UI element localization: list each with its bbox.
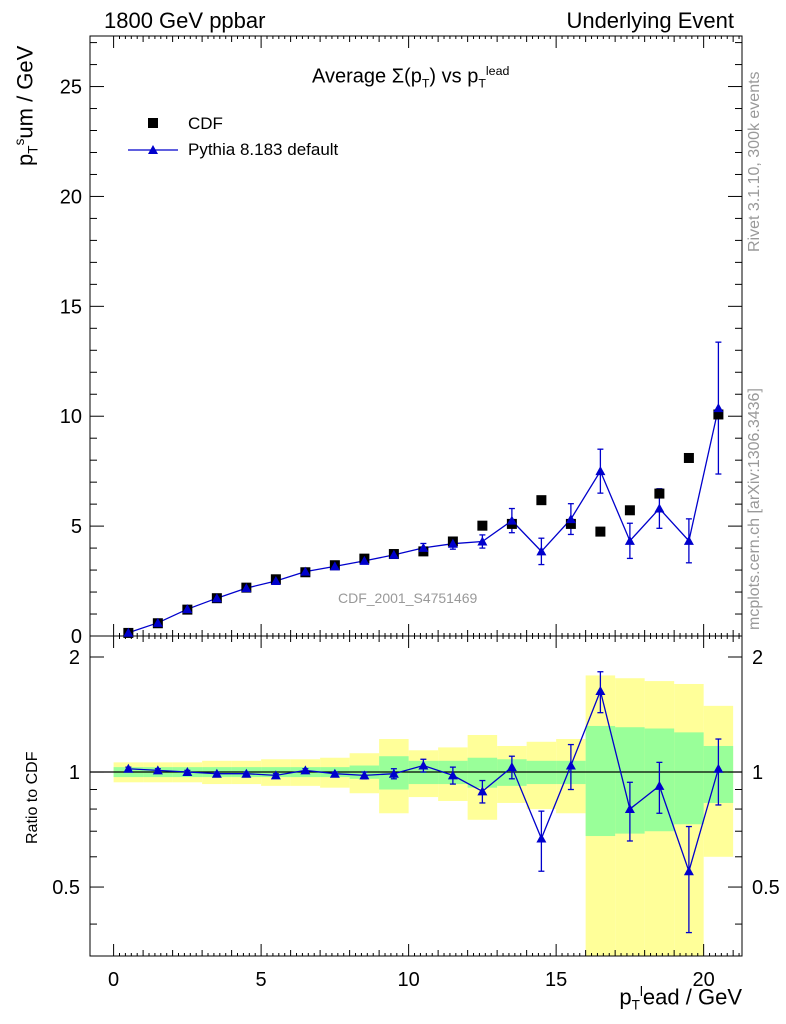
mcplots-label: mcplots.cern.ch [arXiv:1306.3436] [746,388,763,630]
y-axis-label-ratio: Ratio to CDF [24,751,41,844]
mc-point-ratio-14 [536,833,547,843]
mc-point-top-5 [270,576,281,586]
mc-point-ratio-4 [241,768,252,778]
cdf-point-12 [477,520,488,531]
ratio-y-tick-label-left-1: 1 [69,762,80,784]
x-tick-label-15: 15 [545,969,567,991]
cdf-point-18 [654,488,665,499]
mc-point-top-4 [241,583,252,593]
mc-point-top-10 [418,542,429,552]
title-sub1: T [421,76,430,91]
ratio-y-tick-label-right-0.5: 0.5 [752,877,780,899]
legend-pythia-label: Pythia 8.183 default [188,140,339,159]
ylabel-p: p [12,153,38,166]
mc-point-top-8 [359,555,370,565]
mc-point-ratio-0 [123,763,134,773]
cdf-point-15 [565,518,576,529]
mc-point-top-6 [300,566,311,576]
chart-title: Average Σ(pT) vs pTlead [312,64,509,91]
mc-point-top-20 [713,403,724,413]
mc-point-ratio-17 [624,804,635,814]
mc-point-ratio-19 [683,866,694,876]
mc-point-ratio-10 [418,760,429,770]
x-axis-label: pTlead / GeV [619,984,742,1013]
cdf-point-17 [624,505,635,516]
xlabel-sub: T [631,997,640,1013]
legend-cdf-marker [148,118,158,128]
y-tick-label-top-20: 20 [60,186,82,208]
mc-point-top-1 [152,617,163,627]
title-main: Average [312,65,392,88]
ratio-y-tick-label-right-2: 2 [752,647,763,669]
mc-point-ratio-7 [329,768,340,778]
mc-point-top-7 [329,561,340,571]
cdf-point-19 [683,452,694,463]
title-sub2: T [478,76,486,91]
mc-point-top-2 [182,604,193,614]
mc-point-ratio-5 [270,770,281,780]
header-right: Underlying Event [566,8,734,33]
mc-point-ratio-15 [565,760,576,770]
ratio-panel-frame [89,635,743,957]
y-tick-label-top-15: 15 [60,296,82,318]
mc-point-top-15 [565,514,576,524]
band-inner-19 [674,732,704,825]
mc-point-top-0 [123,627,134,637]
ylabel-rest: um / GeV [12,45,38,139]
xlabel-rest: ead / GeV [642,984,742,1010]
mc-point-ratio-8 [359,770,370,780]
band-inner-16 [585,725,616,837]
legend-mc-marker [148,145,158,154]
mc-point-ratio-1 [152,765,163,775]
title-vs: vs p [436,65,479,88]
mc-point-top-3 [211,593,222,603]
mc-point-top-18 [654,503,665,513]
x-tick-label-5: 5 [256,969,267,991]
mc-point-top-17 [624,535,635,545]
legend-cdf-label: CDF [188,114,223,133]
mc-point-top-9 [388,549,399,559]
ylabel-sup: s [12,138,27,146]
y-tick-label-top-0: 0 [71,626,82,648]
x-tick-label-20: 20 [693,969,715,991]
ylabel-sub: T [25,145,41,154]
mc-point-top-13 [506,515,517,525]
cdf-point-16 [595,526,606,537]
ratio-y-tick-label-left-2: 2 [69,647,80,669]
mc-point-top-14 [536,546,547,556]
xlabel-p: p [619,984,632,1010]
header-left: 1800 GeV ppbar [104,8,266,33]
rivet-label: Rivet 3.1.10, 300k events [746,71,763,252]
mc-point-ratio-16 [595,685,606,695]
y-tick-label-top-25: 25 [60,77,82,99]
mc-point-ratio-2 [182,767,193,777]
mc-point-top-12 [477,536,488,546]
mc-point-ratio-20 [713,763,724,773]
mc-point-ratio-12 [477,786,488,796]
title-close: ) [429,65,437,88]
x-tick-label-10: 10 [397,969,419,991]
cdf-point-20 [713,409,724,420]
y-tick-label-top-5: 5 [71,516,82,538]
y-tick-label-top-10: 10 [60,406,82,428]
x-tick-label-0: 0 [108,969,119,991]
cdf-point-14 [536,495,547,506]
xlabel-sup: l [639,984,643,999]
analysis-watermark: CDF_2001_S4751469 [338,590,478,606]
mc-point-ratio-9 [388,768,399,778]
mc-point-ratio-13 [506,762,517,772]
mc-point-ratio-18 [654,780,665,790]
ratio-y-tick-label-left-0.5: 0.5 [52,877,80,899]
mc-point-top-11 [447,538,458,548]
mc-point-ratio-3 [211,768,222,778]
mc-point-ratio-11 [447,770,458,780]
ratio-y-tick-label-right-1: 1 [752,762,763,784]
mc-point-top-16 [595,466,606,476]
mc-point-ratio-6 [300,765,311,775]
title-sup2: lead [485,64,510,78]
mc-point-top-19 [683,535,694,545]
y-axis-label-top: pTsum / GeV [12,46,41,166]
title-sigma: Σ(p [391,65,422,88]
